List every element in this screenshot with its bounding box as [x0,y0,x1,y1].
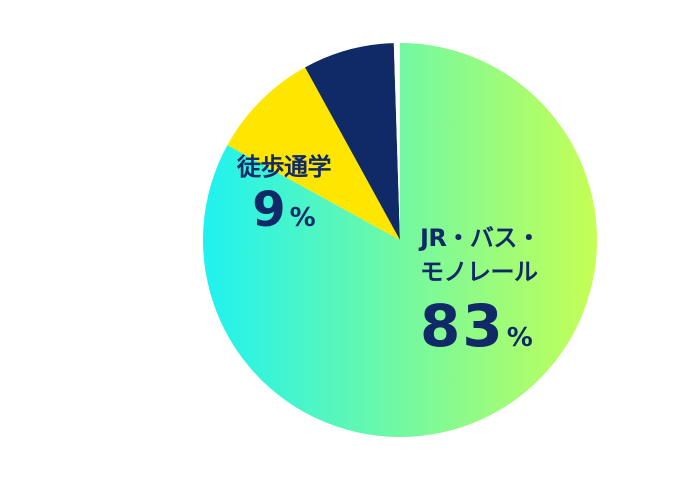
slice-value-number: 83 [420,292,505,360]
percent-sign: % [289,203,316,233]
slice-name-line-2: モノレール [420,258,538,286]
slice-label-walking: 徒歩通学 9% [229,150,339,244]
slice-name-walking: 徒歩通学 [237,153,332,181]
slice-value-jr: 83% [420,295,540,369]
slice-value-walking: 9% [229,184,339,244]
slice-other [305,43,400,241]
slice-value-number: 9 [252,182,288,238]
percent-sign: % [506,323,533,353]
slice-label-jr-bus-monorail: JR・バス・ モノレール 83% [420,221,541,369]
slice-walking [227,67,400,240]
slice-gap [393,43,400,240]
pie-slices [202,43,597,437]
slice-jr-bus-monorail [202,43,597,437]
slice-name-line-1: JR・バス・ [420,224,541,252]
